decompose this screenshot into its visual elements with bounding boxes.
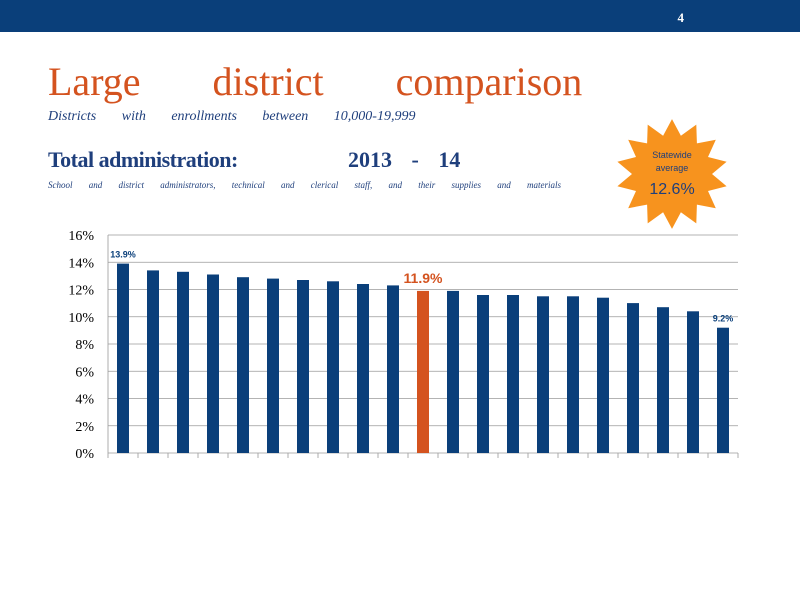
y-tick-label: 4% bbox=[75, 393, 94, 408]
y-tick-label: 16% bbox=[68, 229, 94, 244]
page-number: 4 bbox=[677, 10, 685, 25]
data-label: 9.2% bbox=[713, 314, 734, 324]
badge-line2: average bbox=[656, 163, 689, 173]
bar bbox=[117, 263, 129, 453]
bar bbox=[237, 277, 249, 453]
starburst-shape bbox=[617, 119, 727, 229]
y-tick-label: 0% bbox=[75, 447, 94, 462]
y-tick-label: 8% bbox=[75, 338, 94, 353]
data-label: 13.9% bbox=[110, 250, 136, 260]
y-tick-label: 2% bbox=[75, 420, 94, 435]
metric-title: Total administration: bbox=[48, 147, 238, 172]
chart-data-labels: 13.9% 11.9% 9.2% bbox=[110, 250, 733, 324]
page-title: Large district comparison bbox=[48, 59, 583, 104]
bar bbox=[687, 311, 699, 453]
bar bbox=[627, 303, 639, 453]
bar bbox=[477, 295, 489, 453]
data-label: 11.9% bbox=[404, 270, 443, 286]
metric-description: School and district administrators, tech… bbox=[48, 180, 561, 190]
bar bbox=[357, 284, 369, 453]
badge-line1: Statewide bbox=[652, 150, 692, 160]
statewide-average-badge: Statewide average 12.6% bbox=[617, 119, 727, 229]
bar bbox=[567, 296, 579, 453]
y-tick-label: 10% bbox=[68, 311, 94, 326]
year-label: 2013 - 14 bbox=[348, 147, 461, 172]
y-axis: 0% 2% 4% 6% 8% 10% 12% 14% 16% bbox=[68, 229, 109, 462]
y-tick-label: 14% bbox=[68, 256, 94, 271]
bar bbox=[417, 290, 429, 453]
y-tick-label: 12% bbox=[68, 284, 94, 299]
bar bbox=[597, 297, 609, 453]
bar bbox=[657, 307, 669, 453]
chart-bars bbox=[117, 263, 729, 453]
bar bbox=[177, 271, 189, 453]
bar bbox=[507, 295, 519, 453]
bar-chart: 0% 2% 4% 6% 8% 10% 12% 14% 16% 13.9% 11.9% 9.2% bbox=[68, 229, 739, 462]
bar bbox=[447, 290, 459, 453]
y-tick-label: 6% bbox=[75, 365, 94, 380]
bar bbox=[297, 280, 309, 453]
bar bbox=[267, 278, 279, 453]
bar bbox=[537, 296, 549, 453]
bar bbox=[327, 281, 339, 453]
bar bbox=[147, 270, 159, 453]
page-subtitle: Districts with enrollments between 10,00… bbox=[48, 109, 416, 124]
bar bbox=[717, 327, 729, 453]
bar bbox=[207, 274, 219, 453]
top-banner: 4 bbox=[0, 0, 800, 32]
bar bbox=[387, 285, 399, 453]
badge-value: 12.6% bbox=[649, 181, 694, 198]
